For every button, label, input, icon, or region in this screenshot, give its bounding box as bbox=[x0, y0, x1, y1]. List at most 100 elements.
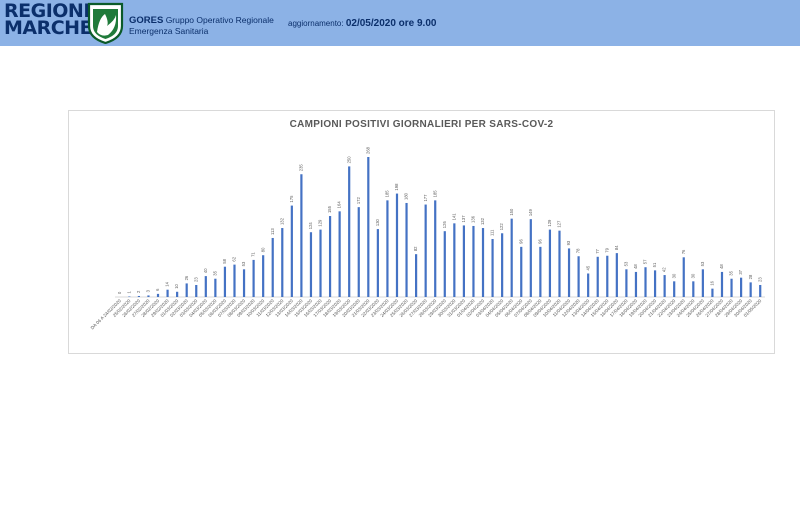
data-label: 172 bbox=[356, 196, 361, 204]
data-label: 132 bbox=[480, 217, 485, 225]
data-label: 82 bbox=[413, 246, 418, 251]
data-label: 2 bbox=[136, 290, 141, 293]
data-label: 16 bbox=[710, 280, 715, 285]
data-label: 164 bbox=[337, 201, 342, 209]
update-info: aggiornamento: 02/05/2020 ore 9.00 bbox=[288, 18, 436, 29]
bar bbox=[348, 166, 351, 297]
data-label: 23 bbox=[757, 277, 762, 282]
data-label: 80 bbox=[260, 247, 265, 252]
data-label: 10 bbox=[174, 283, 179, 288]
data-label: 77 bbox=[595, 248, 600, 253]
bar bbox=[577, 256, 580, 297]
regione-marche-wordmark: REGIONE MARCHE bbox=[4, 2, 96, 39]
brand-line-marche: MARCHE bbox=[4, 17, 93, 39]
bar bbox=[740, 277, 743, 297]
data-label: 42 bbox=[662, 267, 667, 272]
data-label: 126 bbox=[442, 221, 447, 229]
data-label: 150 bbox=[509, 208, 514, 216]
bar bbox=[204, 276, 207, 297]
data-label: 96 bbox=[537, 239, 542, 244]
bar bbox=[214, 278, 217, 297]
bar bbox=[701, 269, 704, 297]
data-label: 155 bbox=[327, 205, 332, 213]
bar bbox=[720, 271, 724, 297]
data-label: 71 bbox=[251, 252, 256, 257]
bar bbox=[376, 229, 379, 297]
bar bbox=[176, 291, 179, 297]
data-label: 141 bbox=[451, 213, 456, 221]
data-label: 132 bbox=[279, 217, 284, 225]
data-label: 93 bbox=[566, 240, 571, 245]
update-label: aggiornamento: bbox=[288, 19, 344, 28]
data-label: 130 bbox=[375, 218, 380, 226]
gores-short: GORES bbox=[129, 15, 164, 26]
chart-panel: CAMPIONI POSITIVI GIORNALIERI PER SARS-C… bbox=[68, 110, 775, 354]
bar bbox=[692, 281, 695, 297]
data-label: 40 bbox=[203, 268, 208, 273]
bar bbox=[711, 288, 714, 297]
data-label: 149 bbox=[528, 209, 533, 217]
bar bbox=[567, 248, 571, 297]
data-label: 45 bbox=[585, 265, 590, 270]
data-label: 23 bbox=[193, 277, 198, 282]
bar bbox=[539, 246, 542, 297]
data-label: 35 bbox=[212, 270, 217, 275]
bar bbox=[233, 264, 236, 297]
data-label: 175 bbox=[289, 195, 294, 203]
data-label: 268 bbox=[365, 146, 370, 154]
data-label: 122 bbox=[499, 223, 504, 231]
data-label: 177 bbox=[423, 194, 428, 202]
bar bbox=[262, 255, 265, 297]
bar bbox=[529, 219, 532, 297]
regione-marche-logo-icon bbox=[87, 2, 124, 44]
bar bbox=[166, 289, 169, 297]
bar bbox=[271, 237, 274, 297]
bar bbox=[759, 284, 762, 297]
bar bbox=[290, 205, 293, 297]
bar bbox=[386, 200, 389, 297]
bar bbox=[481, 228, 485, 297]
bar bbox=[606, 255, 609, 297]
data-label: 51 bbox=[652, 262, 657, 267]
gores-line2: Emergenza Sanitaria bbox=[129, 26, 209, 36]
bar bbox=[223, 266, 227, 297]
bar bbox=[415, 254, 418, 297]
bar bbox=[242, 269, 246, 297]
data-label: 96 bbox=[518, 239, 523, 244]
data-label: 28 bbox=[748, 274, 753, 279]
data-label: 129 bbox=[547, 219, 552, 227]
data-label: 76 bbox=[681, 249, 686, 254]
bar bbox=[338, 211, 341, 297]
bar bbox=[510, 218, 513, 297]
bar bbox=[644, 267, 647, 297]
data-label: 48 bbox=[633, 264, 638, 269]
data-label: 185 bbox=[432, 190, 437, 198]
data-label: 235 bbox=[299, 164, 304, 172]
data-label: 185 bbox=[385, 190, 390, 198]
data-label: 14 bbox=[165, 281, 170, 286]
bar bbox=[625, 269, 628, 297]
bar bbox=[615, 253, 618, 297]
bar bbox=[309, 232, 313, 297]
bar bbox=[195, 284, 198, 297]
data-label: 129 bbox=[318, 219, 323, 227]
bar bbox=[730, 278, 733, 297]
data-label: 124 bbox=[308, 222, 313, 230]
data-label: 78 bbox=[576, 248, 581, 253]
bar bbox=[443, 231, 446, 297]
data-label: 0 bbox=[117, 291, 122, 294]
data-label: 3 bbox=[146, 289, 151, 292]
data-label: 111 bbox=[490, 229, 495, 236]
data-label: 26 bbox=[184, 275, 189, 280]
bar bbox=[501, 233, 504, 297]
bar bbox=[405, 202, 408, 297]
header-bar: REGIONE MARCHE GORES Gruppo Operativo Re… bbox=[0, 0, 800, 46]
bar bbox=[548, 229, 552, 297]
bar bbox=[558, 230, 561, 297]
bar bbox=[634, 271, 638, 297]
data-label: 1 bbox=[126, 290, 131, 293]
data-label: 48 bbox=[719, 264, 724, 269]
data-label: 57 bbox=[643, 259, 648, 264]
bar bbox=[424, 204, 427, 297]
data-label: 250 bbox=[346, 156, 351, 164]
